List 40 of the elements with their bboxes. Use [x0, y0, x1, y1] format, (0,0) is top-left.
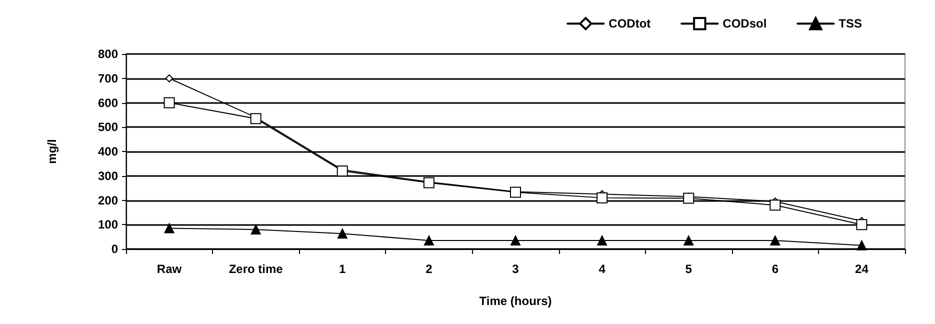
- point: [770, 235, 780, 246]
- point: [250, 113, 262, 124]
- x-tick-label: 2: [426, 262, 433, 276]
- point: [597, 235, 608, 246]
- point: [337, 228, 348, 239]
- point: [770, 200, 781, 211]
- point: [856, 240, 867, 250]
- x-tick-label: 1: [339, 262, 346, 276]
- y-axis-title: mg/l: [45, 139, 59, 164]
- point: [424, 235, 434, 246]
- y-tick-label: 700: [98, 71, 118, 86]
- point: [165, 74, 174, 82]
- y-tick-label: 300: [98, 168, 118, 183]
- point: [336, 166, 348, 176]
- y-tick-label: 400: [98, 144, 118, 158]
- y-tick-label: 600: [98, 96, 118, 110]
- point: [683, 192, 694, 204]
- legend-label: CODsol: [722, 16, 767, 31]
- point: [596, 192, 608, 204]
- point: [250, 224, 261, 234]
- x-tick-label: 5: [685, 262, 692, 276]
- x-tick-label: Zero time: [228, 262, 284, 276]
- point: [164, 97, 175, 108]
- x-axis-title: Time (hours): [479, 294, 552, 308]
- y-tick-label: 200: [98, 193, 118, 208]
- x-tick-label: Raw: [156, 262, 182, 276]
- x-tick-label: 6: [772, 262, 779, 276]
- point: [164, 223, 174, 234]
- point: [510, 235, 520, 246]
- point: [684, 235, 694, 246]
- point: [856, 219, 868, 230]
- y-tick-label: 500: [98, 120, 118, 134]
- x-tick-label: 3: [512, 262, 520, 276]
- x-tick-label: 24: [855, 262, 869, 276]
- x-tick-label: 4: [598, 262, 606, 276]
- y-tick-label: 0: [111, 242, 118, 256]
- y-tick-label: 100: [98, 218, 118, 232]
- y-tick-label: 800: [98, 47, 118, 61]
- legend-label: TSS: [838, 16, 862, 31]
- legend-label: CODtot: [608, 16, 651, 31]
